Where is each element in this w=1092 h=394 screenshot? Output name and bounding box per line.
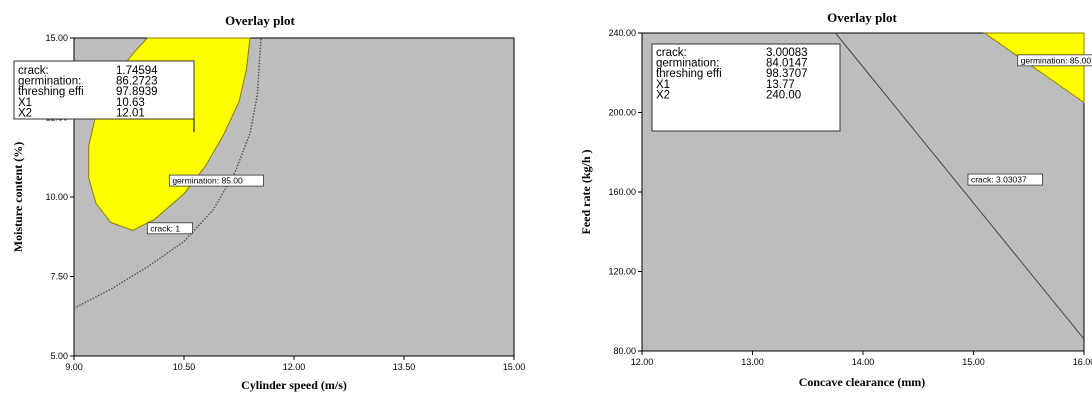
left-chart-title: Overlay plot [225, 13, 295, 28]
x-tick-label: 14.00 [852, 357, 875, 367]
contour-flag-label: crack: 1 [150, 223, 180, 233]
info-row-label: germination: [656, 58, 719, 70]
y-tick-label: 5.00 [50, 351, 68, 361]
contour-flag-box [967, 173, 1043, 186]
info-row-value: 12.01 [116, 107, 145, 119]
info-row-label: X1 [656, 79, 670, 91]
info-row-value: 10.63 [116, 97, 145, 109]
x-tick-label: 13.50 [393, 362, 416, 372]
left-info-box: crack: 1.74594 germination: 86.2723 threshin… [13, 60, 195, 132]
right-chart-title: Overlay plot [827, 10, 897, 25]
left-x-axis-label: Cylinder speed (m/s) [241, 378, 347, 392]
left-contour-flags: germination: 85.00 crack: 1 [146, 174, 264, 235]
right-info-box-frame [651, 43, 841, 132]
info-row-value: 240.00 [766, 89, 801, 101]
x-tick-label: 15.00 [962, 357, 985, 367]
info-row-label: crack: [18, 65, 49, 77]
info-row-label: X1 [18, 97, 32, 109]
y-tick-label: 7.50 [50, 272, 68, 282]
info-row-value: 1.74594 [116, 65, 158, 77]
info-row-label: germination: [18, 76, 81, 88]
y-tick-label: 80.00 [613, 346, 636, 356]
left-y-axis-label: Moisture content (%) [11, 142, 25, 252]
right-y-axis-label: Feed rate (kg/h ) [579, 150, 593, 235]
contour-flag-label: germination: 85.00 [1021, 55, 1092, 65]
y-tick-label: 160.00 [608, 187, 636, 197]
contour-flag-label: crack: 3.03037 [971, 175, 1027, 185]
info-row-label: threshing effi [18, 86, 84, 98]
x-tick-label: 10.50 [173, 362, 196, 372]
contour-flag-box [146, 222, 193, 235]
info-row-value: 86.2723 [116, 76, 158, 88]
right-x-axis-label: Concave clearance (mm) [799, 375, 926, 389]
x-tick-label: 12.00 [283, 362, 306, 372]
left-crack-contour-line [73, 37, 262, 309]
info-row-label: X2 [656, 89, 670, 101]
y-tick-label: 120.00 [608, 267, 636, 277]
info-row-label: crack: [656, 47, 687, 59]
contour-flag-label: germination: 85.00 [172, 176, 243, 186]
y-tick-label: 240.00 [608, 28, 636, 38]
right-overlay-plot: Overlay plot 12.00 13.00 14.00 15.00 16.00 8… [579, 10, 1092, 389]
info-row-value: 97.8939 [116, 86, 158, 98]
left-x-ticks: 9.00 10.50 12.00 13.50 15.00 [65, 356, 525, 372]
x-tick-label: 13.00 [741, 357, 764, 367]
contour-flag-box [168, 174, 264, 187]
x-tick-label: 16.00 [1073, 357, 1092, 367]
y-tick-label: 15.00 [45, 33, 68, 43]
y-tick-label: 200.00 [608, 108, 636, 118]
x-tick-label: 9.00 [65, 362, 83, 372]
x-tick-label: 12.00 [631, 357, 654, 367]
left-overlay-plot: Overlay plot 9.00 10.50 12.00 13.50 15.00 5.… [11, 13, 525, 392]
info-row-label: threshing effi [656, 68, 722, 80]
right-info-box: crack: 3.00083 germination: 84.0147 threshin… [651, 43, 841, 132]
info-row-label: X2 [18, 107, 32, 119]
info-row-value: 3.00083 [766, 47, 808, 59]
right-germination-feasible-region [982, 32, 1085, 104]
y-tick-label: 10.00 [45, 192, 68, 202]
right-crack-contour-line [835, 32, 1085, 340]
info-row-value: 13.77 [766, 79, 795, 91]
right-contour-flags: germination: 85.00 crack: 3.03037 [967, 54, 1092, 186]
info-row-value: 98.3707 [766, 68, 808, 80]
right-x-ticks: 12.00 13.00 14.00 15.00 16.00 [631, 351, 1092, 367]
left-info-box-frame [13, 60, 195, 120]
contour-flag-box [1017, 54, 1092, 67]
right-y-ticks: 80.00 120.00 160.00 200.00 240.00 [608, 28, 642, 356]
info-row-value: 84.0147 [766, 58, 808, 70]
x-tick-label: 15.00 [503, 362, 526, 372]
